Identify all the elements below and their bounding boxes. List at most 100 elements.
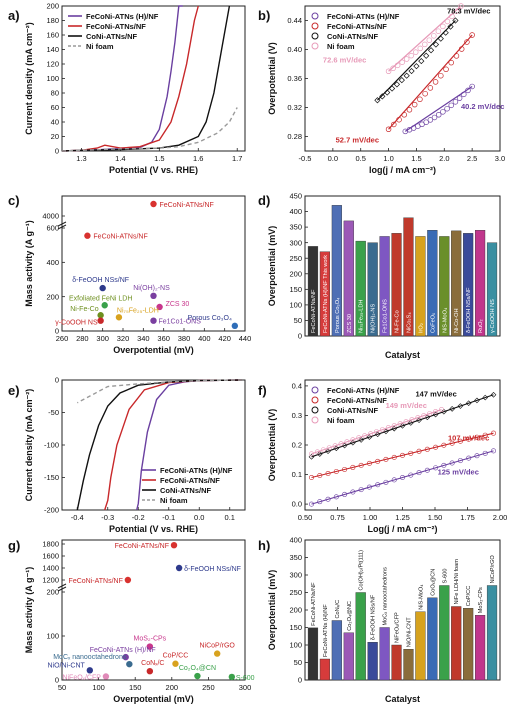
panel-label-e: e): [8, 383, 20, 398]
x-tick-label-b: 2.0: [439, 154, 449, 163]
legend-label-f: CoNi-ATNs/NF: [327, 406, 379, 415]
y-tick-label-c: 0: [55, 327, 59, 336]
point-label-c: Ni(OH)₂-NS: [133, 285, 170, 292]
x-tick-label-c: 420: [218, 334, 231, 343]
data-point-b: [452, 17, 459, 24]
x-tick-label-c: 300: [96, 334, 109, 343]
axis-break-c: [57, 224, 67, 230]
data-point-f: [308, 501, 314, 507]
y-tick-label-h: 50: [294, 658, 302, 667]
point-label-g: NiCoP/rGO: [199, 643, 235, 650]
data-point-f: [424, 446, 430, 452]
data-point-b: [440, 109, 446, 115]
data-point-g: [126, 660, 133, 668]
data-point-b: [413, 63, 420, 70]
data-point-f: [449, 406, 455, 412]
y-tick-label-f: 0.0: [292, 500, 302, 509]
data-point-f: [325, 496, 331, 502]
data-point-b: [449, 13, 455, 20]
bar-label-d: Ni(OH)₂-NS: [371, 304, 377, 333]
y-tick-label-c: 400: [46, 258, 59, 267]
data-point-f: [457, 458, 463, 464]
point-label-g: NiO/Ni-CNT: [47, 662, 85, 669]
legend-label-a: FeCoNi-ATNs (H)/NF: [86, 12, 159, 21]
bar-h: [415, 611, 426, 681]
bar-d: [331, 205, 342, 337]
bar-h: [307, 627, 319, 681]
bar-h: [463, 608, 474, 681]
data-point-b: [432, 41, 440, 48]
data-point-f: [325, 470, 331, 476]
data-point-f: [358, 487, 364, 493]
bar-label-h: FeCoNi-ATNs (H)/NF: [323, 604, 329, 657]
tafel-slope-label-b: 40.2 mV/dec: [461, 102, 504, 111]
tafel-slope-label-f: 147 mV/dec: [416, 389, 457, 398]
y-tick-label-a: 200: [46, 2, 59, 11]
y-tick-label-g: 200: [46, 588, 59, 597]
x-tick-label-a: 1.6: [193, 154, 203, 163]
data-point-f: [421, 413, 427, 419]
bar-h: [474, 615, 486, 681]
y-tick-label-g: 1200: [42, 576, 59, 585]
x-tick-label-c: 340: [137, 334, 150, 343]
y-tick-label-a: 20: [51, 132, 59, 141]
data-point-f: [490, 448, 496, 454]
x-axis-title-a: Potential (V vs. RHE): [109, 165, 198, 175]
data-point-b: [388, 85, 396, 92]
tafel-slope-label-f: 125 mV/dec: [438, 468, 479, 477]
data-point-g: [146, 668, 154, 675]
y-axis-title-d: Overpotential (mV): [267, 226, 277, 307]
y-tick-label-h: 0: [298, 676, 302, 685]
legend-swatch-f: [311, 386, 319, 394]
tafel-slope-label-b: 72.6 mV/dec: [323, 56, 366, 65]
data-point-b: [398, 77, 405, 84]
bar-label-h: δ-FeOOH NSs/NF: [371, 594, 377, 640]
bar-h: [391, 644, 402, 681]
data-point-f: [320, 447, 326, 453]
bar-d: [403, 217, 414, 337]
point-label-g: FeCoNi-ATNs/NF: [115, 543, 169, 550]
x-tick-label-f: 1.00: [363, 513, 378, 522]
x-axis-title-d: Catalyst: [385, 350, 420, 360]
y-tick-label-d: 250: [289, 254, 302, 263]
x-tick-label-e: -0.4: [71, 513, 84, 522]
y-axis-title-g: Mass activity (A g⁻¹): [24, 567, 34, 653]
data-point-b: [447, 23, 454, 30]
data-point-b: [401, 112, 407, 118]
fit-line-b: [388, 34, 473, 130]
data-point-b: [396, 116, 402, 123]
x-tick-label-b: -0.5: [299, 154, 312, 163]
point-label-g: MoCₓ nanooctahedrons: [53, 654, 127, 661]
y-tick-label-e: -200: [44, 506, 59, 515]
bar-h: [379, 627, 390, 681]
y-tick-label-h: 350: [289, 553, 302, 562]
data-point-b: [408, 67, 415, 75]
data-point-b: [461, 91, 467, 98]
bar-h: [439, 585, 450, 681]
data-point-b: [427, 47, 435, 54]
data-point-f: [474, 453, 480, 459]
bar-label-d: NiS-MoO₄: [442, 307, 448, 333]
data-point-f: [342, 466, 348, 472]
data-point-b: [423, 119, 429, 125]
bar-label-h: NiFe LDH/Ni foam: [454, 559, 460, 605]
x-axis-title-h: Catalyst: [385, 694, 420, 704]
data-point-f: [457, 438, 463, 444]
x-tick-label-f: 2.00: [493, 513, 508, 522]
bar-label-d: γ-CoOOH NS: [490, 299, 496, 333]
data-point-g: [228, 673, 236, 681]
fit-line-b: [376, 20, 456, 101]
x-tick-label-f: 1.75: [460, 513, 475, 522]
legend-swatch-b: [311, 32, 319, 40]
data-point-f: [350, 437, 356, 443]
point-label-c: Porous Co₃O₄: [188, 315, 232, 322]
data-point-f: [432, 411, 439, 418]
bar-label-h: NiFeOₓ/CFP: [395, 612, 401, 643]
x-tick-label-c: 400: [198, 334, 211, 343]
y-tick-label-d: 200: [289, 269, 302, 278]
bar-label-d: RuO₂: [478, 319, 484, 333]
point-label-g: CoNₓ/C: [141, 660, 164, 667]
legend-label-f: Ni foam: [327, 416, 355, 425]
data-point-f: [374, 431, 381, 438]
